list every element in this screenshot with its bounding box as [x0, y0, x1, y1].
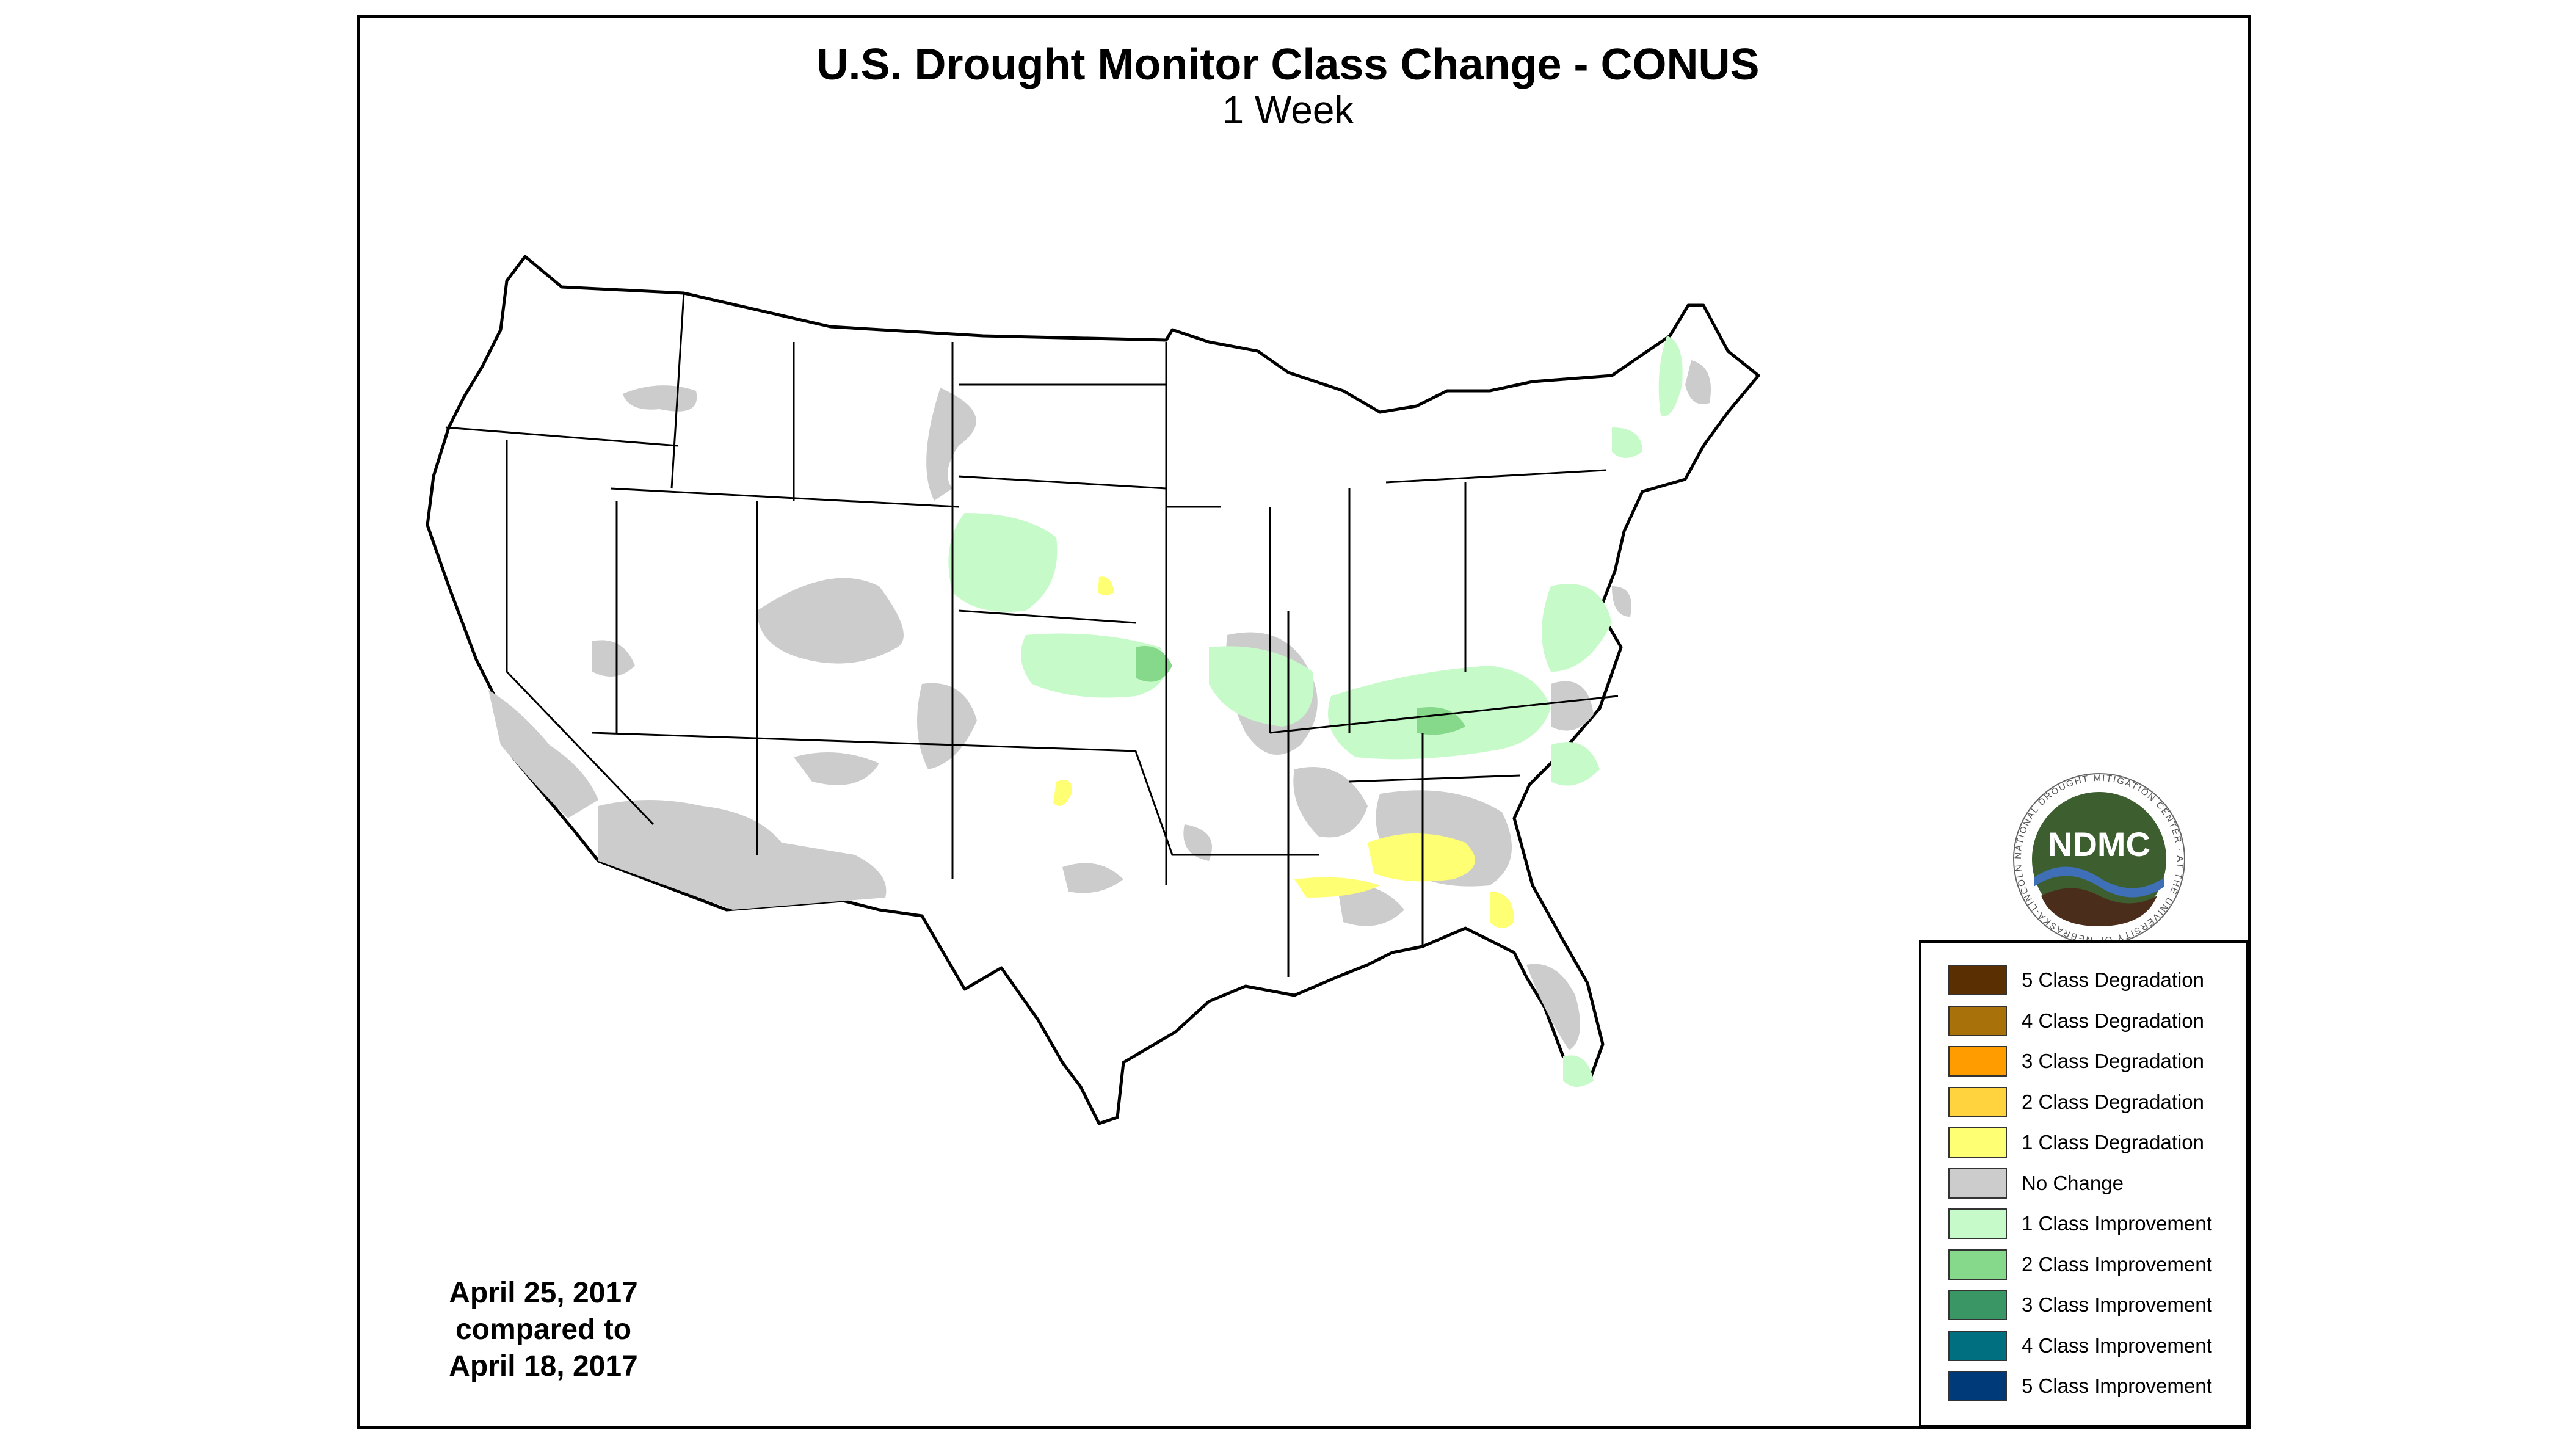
- logo-text: NDMC: [2048, 825, 2150, 863]
- legend-label: 4 Class Degradation: [2022, 1009, 2204, 1032]
- state-boundaries: [445, 292, 1619, 977]
- legend-item: 3 Class Degradation: [1948, 1045, 2204, 1078]
- legend-label: 5 Class Improvement: [2022, 1375, 2212, 1397]
- legend-swatch: [1948, 1249, 2007, 1280]
- page-subtitle: 1 Week: [1222, 88, 1354, 132]
- legend-item: 5 Class Improvement: [1948, 1370, 2212, 1403]
- legend-label: 4 Class Improvement: [2022, 1334, 2212, 1357]
- page-title: U.S. Drought Monitor Class Change - CONU…: [816, 40, 1760, 89]
- compared-to-label: compared to: [455, 1313, 632, 1346]
- conus-map: [426, 255, 1760, 1125]
- previous-date: April 18, 2017: [449, 1350, 638, 1382]
- legend-swatch: [1948, 1086, 2007, 1117]
- current-date: April 25, 2017: [449, 1277, 638, 1309]
- legend-item: No Change: [1948, 1167, 2124, 1200]
- legend-item: 4 Class Improvement: [1948, 1329, 2212, 1362]
- legend-swatch: [1948, 1046, 2007, 1077]
- legend-swatch: [1948, 1127, 2007, 1158]
- legend-item: 3 Class Improvement: [1948, 1288, 2212, 1321]
- legend-label: No Change: [2022, 1171, 2124, 1194]
- degradation-1-class-areas: [1053, 576, 1514, 928]
- legend-swatch: [1948, 965, 2007, 995]
- legend-swatch: [1948, 1330, 2007, 1361]
- date-comparison: April 25, 2017 compared to April 18, 201…: [409, 1275, 678, 1385]
- legend-item: 2 Class Degradation: [1948, 1086, 2204, 1119]
- legend-swatch: [1948, 1005, 2007, 1036]
- legend-item: 5 Class Degradation: [1948, 964, 2204, 997]
- legend-swatch: [1948, 1168, 2007, 1199]
- legend-swatch: [1948, 1290, 2007, 1320]
- legend-item: 1 Class Improvement: [1948, 1207, 2212, 1240]
- legend-item: 4 Class Degradation: [1948, 1004, 2204, 1037]
- legend: 5 Class Degradation 4 Class Degradation 3 …: [1919, 940, 2249, 1427]
- legend-swatch: [1948, 1371, 2007, 1401]
- legend-label: 2 Class Degradation: [2022, 1090, 2204, 1113]
- legend-label: 5 Class Degradation: [2022, 968, 2204, 991]
- legend-item: 2 Class Improvement: [1948, 1248, 2212, 1281]
- legend-swatch: [1948, 1208, 2007, 1239]
- legend-item: 1 Class Degradation: [1948, 1126, 2204, 1159]
- ndmc-logo: NATIONAL DROUGHT MITIGATION CENTER · AT …: [2013, 773, 2185, 945]
- legend-label: 1 Class Degradation: [2022, 1131, 2204, 1153]
- legend-label: 3 Class Improvement: [2022, 1293, 2212, 1316]
- legend-label: 2 Class Improvement: [2022, 1252, 2212, 1276]
- legend-label: 3 Class Degradation: [2022, 1050, 2204, 1072]
- legend-label: 1 Class Improvement: [2022, 1212, 2212, 1235]
